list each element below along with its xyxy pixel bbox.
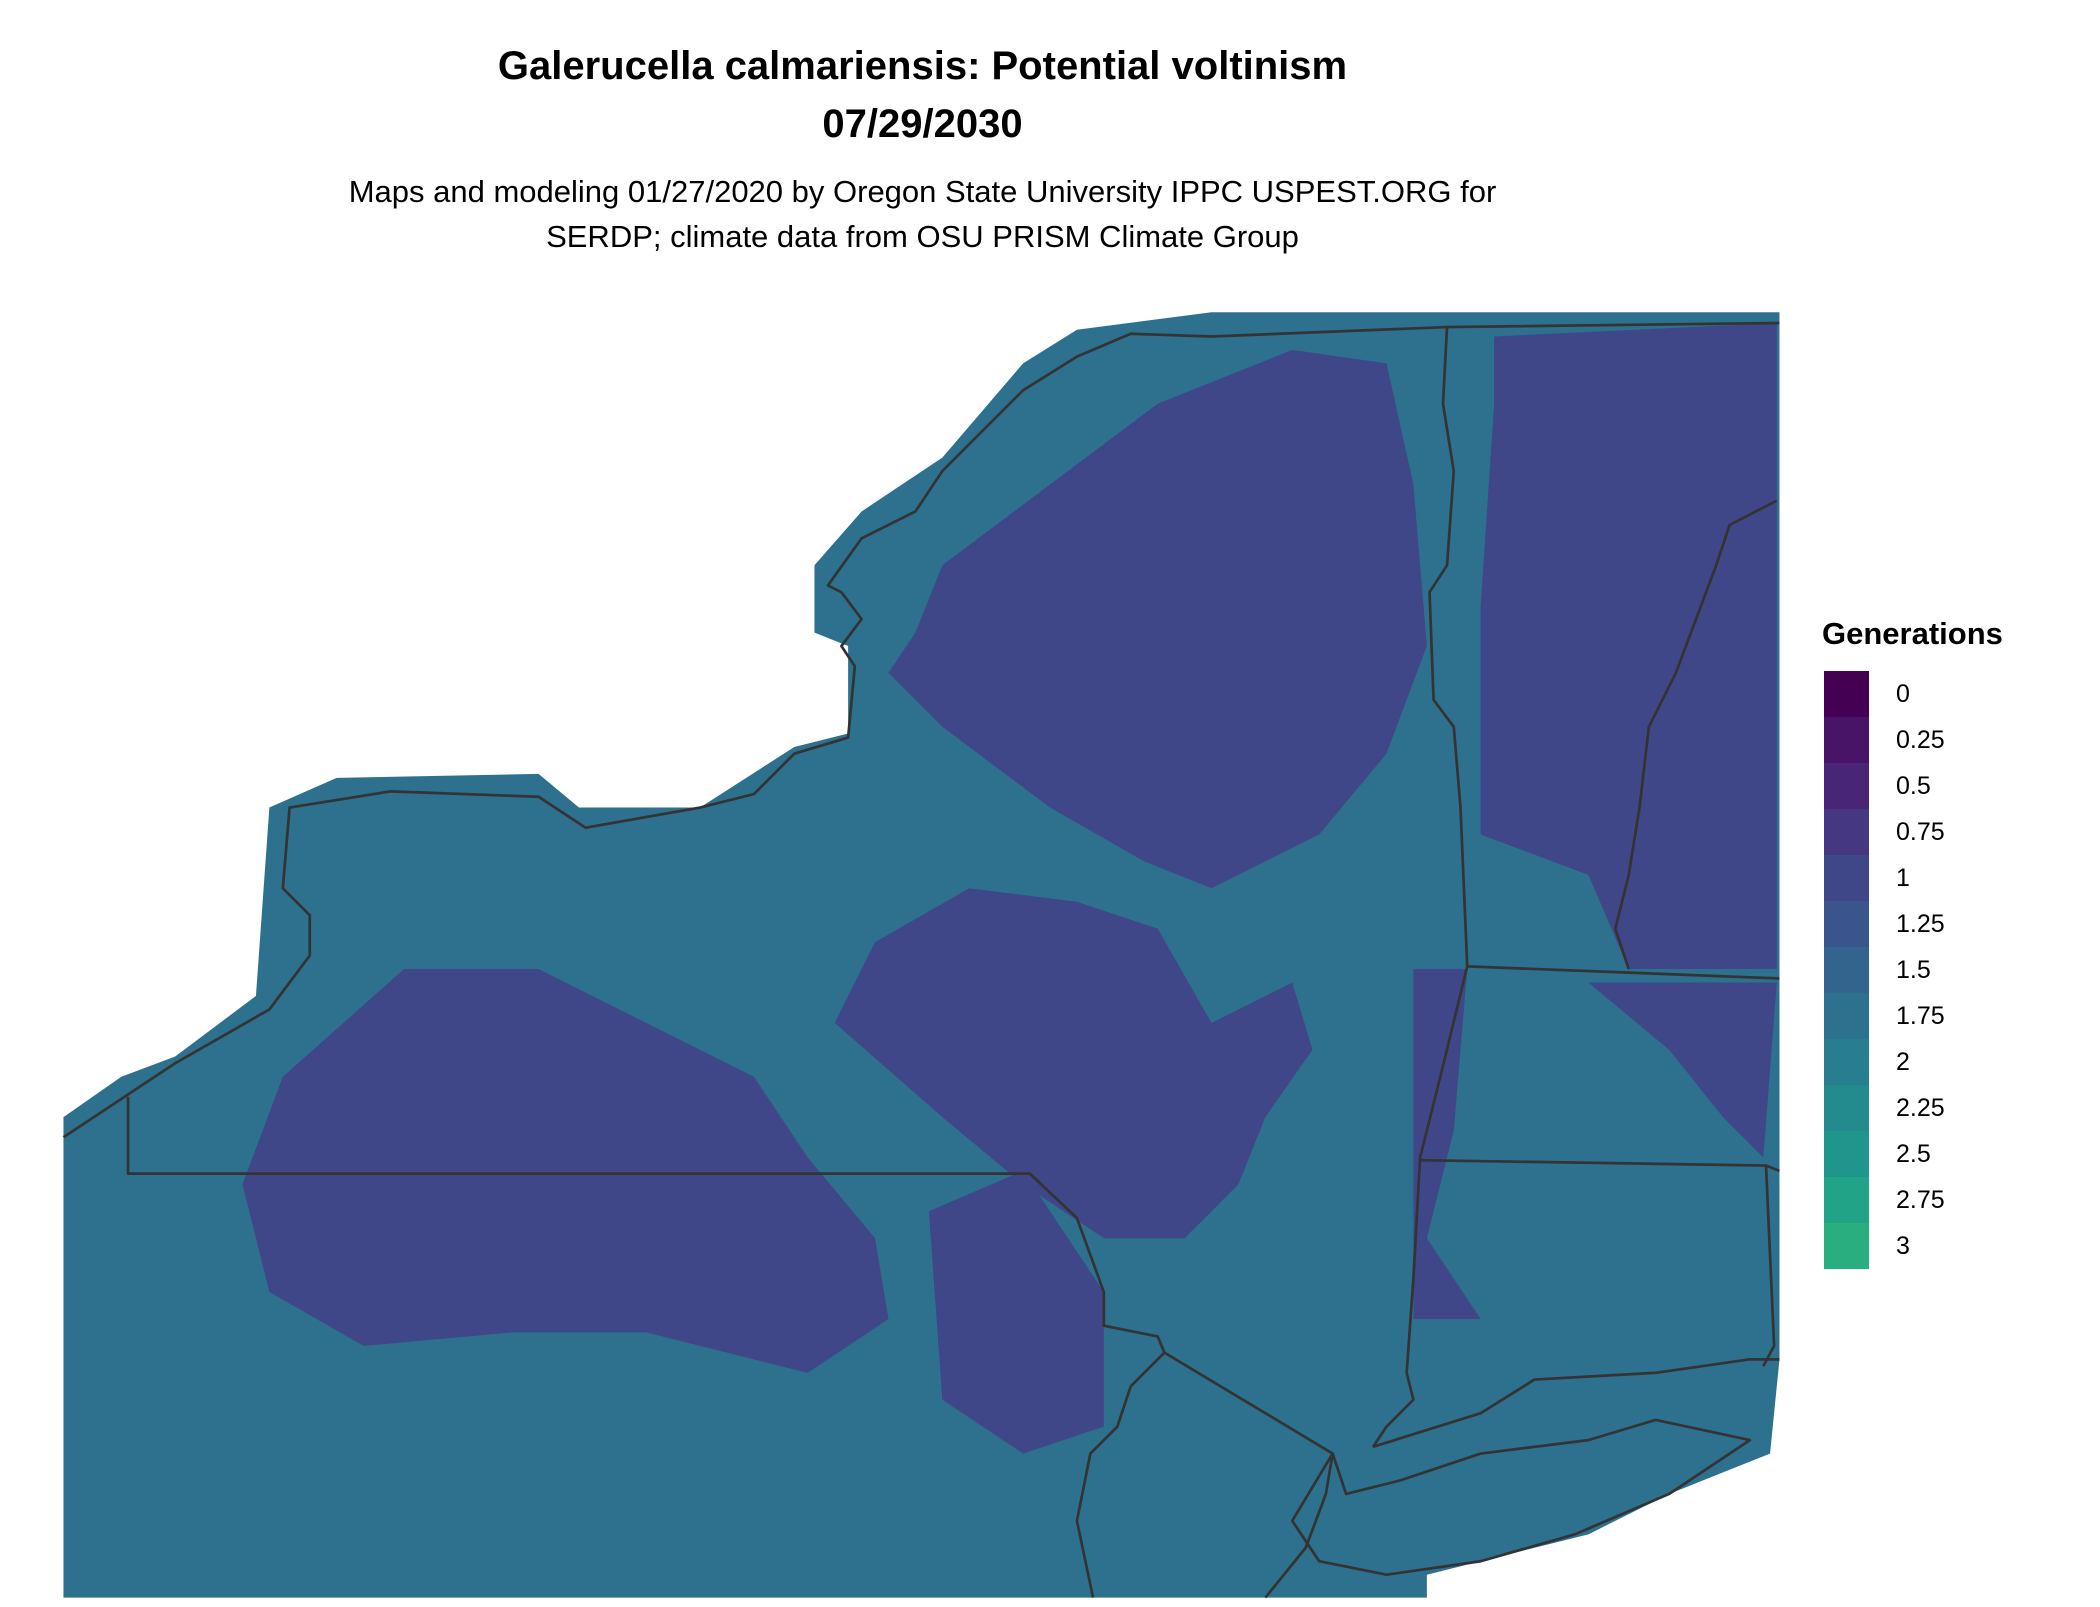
legend-swatch — [1824, 809, 1869, 855]
region-central-ny — [834, 888, 1313, 1239]
legend-swatch — [1824, 855, 1869, 901]
legend-label: 3 — [1896, 1231, 1910, 1260]
legend-swatch — [1824, 1131, 1869, 1177]
legend-label: 1.75 — [1896, 1001, 1945, 1030]
legend: 0 0.25 0.5 0.75 1 1.25 1.5 1.75 2 2.25 2.5 2.75 3 — [1824, 671, 1945, 1269]
lake-shoreline — [62, 321, 1780, 1139]
legend-item: 1 — [1824, 855, 1945, 901]
legend-label: 0.25 — [1896, 725, 1945, 754]
legend-label: 1.25 — [1896, 909, 1945, 938]
legend-swatch — [1824, 993, 1869, 1039]
low-voltinism-regions — [242, 323, 1777, 1454]
legend-item: 3 — [1824, 1223, 1945, 1269]
map-title: Galerucella calmariensis: Potential volt… — [497, 44, 1348, 88]
legend-item: 0 — [1824, 671, 1945, 717]
legend-swatch — [1824, 717, 1869, 763]
legend-swatch — [1824, 1223, 1869, 1269]
subtitle-line-2: SERDP; climate data from OSU PRISM Clima… — [546, 219, 1299, 254]
border-ny-vt — [1428, 326, 1469, 967]
border-ct-ma — [1420, 1158, 1780, 1173]
border-ny-nj — [1163, 1351, 1334, 1455]
legend-label: 0.75 — [1896, 817, 1945, 846]
legend-label: 2.75 — [1896, 1185, 1945, 1214]
legend-item: 0.5 — [1824, 763, 1945, 809]
legend-label: 0 — [1896, 679, 1910, 708]
legend-swatch — [1824, 1085, 1869, 1131]
hudson-mouth — [1264, 1453, 1334, 1599]
ct-coast — [1372, 1358, 1780, 1449]
region-berkshires — [1413, 969, 1481, 1319]
legend-item: 1.25 — [1824, 901, 1945, 947]
state-borders — [62, 321, 1780, 1599]
region-allegheny — [242, 969, 889, 1373]
legend-swatch — [1824, 947, 1869, 993]
legend-item: 0.25 — [1824, 717, 1945, 763]
legend-label: 2.25 — [1896, 1093, 1945, 1122]
border-ny-ma-ct — [1371, 966, 1469, 1448]
legend-item: 1.5 — [1824, 947, 1945, 993]
legend-label: 2 — [1896, 1047, 1910, 1076]
legend-title: Generations — [1822, 616, 2003, 651]
region-pa-east — [928, 1170, 1104, 1454]
legend-swatch — [1824, 671, 1869, 717]
region-central-ma — [1588, 982, 1777, 1158]
legend-item: 2 — [1824, 1039, 1945, 1085]
border-ny-pa — [126, 1096, 1166, 1354]
legend-item: 2.75 — [1824, 1177, 1945, 1223]
legend-item: 1.75 — [1824, 993, 1945, 1039]
region-vermont-nh — [1480, 323, 1777, 970]
legend-label: 1.5 — [1896, 955, 1931, 984]
subtitle-line-1: Maps and modeling 01/27/2020 by Oregon S… — [348, 174, 1497, 209]
border-ma-north — [1467, 965, 1780, 980]
legend-swatch — [1824, 901, 1869, 947]
legend-item: 2.5 — [1824, 1131, 1945, 1177]
border-vt-nh — [1613, 499, 1778, 970]
legend-swatch — [1824, 763, 1869, 809]
legend-item: 0.75 — [1824, 809, 1945, 855]
legend-swatch — [1824, 1039, 1869, 1085]
border-nj-pa — [1075, 1351, 1166, 1598]
long-island — [1290, 1418, 1752, 1577]
legend-label: 2.5 — [1896, 1139, 1931, 1168]
legend-label: 0.5 — [1896, 771, 1931, 800]
map-date: 07/29/2030 — [822, 102, 1023, 146]
legend-label: 1 — [1896, 863, 1910, 892]
region-adirondacks — [888, 349, 1427, 889]
legend-item: 2.25 — [1824, 1085, 1945, 1131]
legend-swatch — [1824, 1177, 1869, 1223]
